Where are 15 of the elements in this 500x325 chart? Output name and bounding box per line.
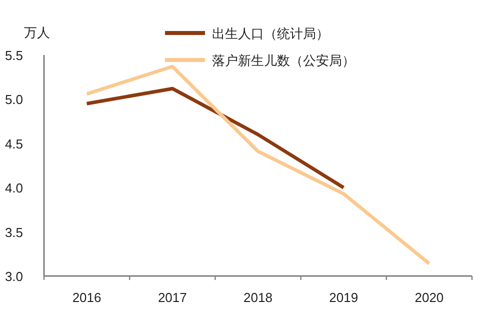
- y-axis-title: 万人: [24, 25, 50, 40]
- x-tick-label: 2018: [244, 290, 272, 305]
- x-tick-label: 2019: [329, 290, 358, 305]
- y-tick-label: 5.0: [4, 92, 24, 108]
- y-tick-label: 3.0: [4, 269, 24, 284]
- x-tick-label: 2020: [414, 290, 444, 305]
- line-series: [85, 86, 346, 190]
- y-tick-label: 4.0: [4, 180, 24, 196]
- x-tick-label: 2017: [158, 290, 187, 305]
- legend-label: 落户新生儿数（公安局）: [212, 53, 355, 68]
- legend-label: 出生人口（统计局）: [212, 26, 329, 41]
- y-tick-label: 5.5: [4, 48, 24, 63]
- y-tick-label: 3.5: [4, 224, 24, 240]
- y-tick-label: 4.5: [4, 136, 24, 152]
- x-tick-label: 2016: [72, 290, 102, 305]
